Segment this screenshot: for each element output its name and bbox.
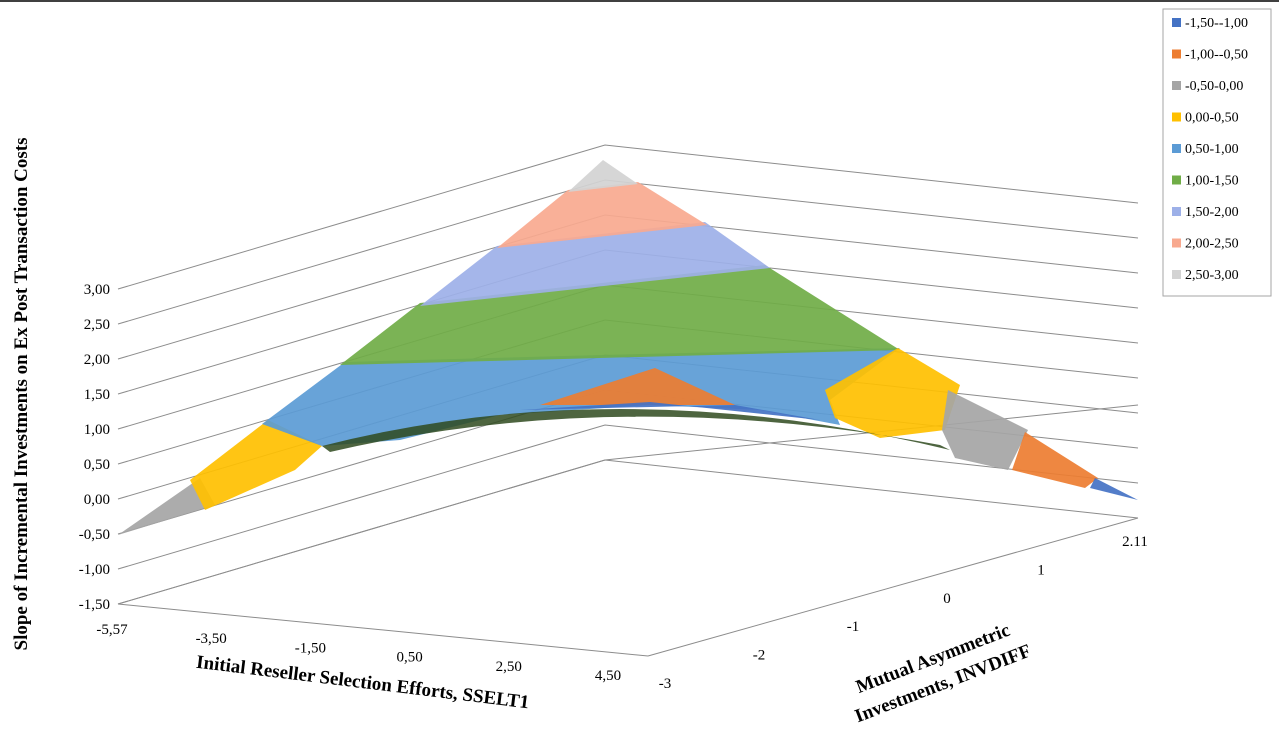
x-tick-label: -1,50 (295, 640, 326, 656)
surface-plot (118, 160, 1138, 535)
surface-band (825, 348, 960, 438)
legend-swatch (1172, 49, 1181, 59)
z-tick-label: -1 (847, 619, 860, 635)
legend-label: 0,50-1,00 (1185, 142, 1239, 157)
surface-band (1090, 478, 1138, 500)
y-tick-label: -1,00 (79, 562, 110, 578)
z-tick-label: -3 (659, 676, 672, 692)
surface-band (190, 420, 322, 510)
surface-band (540, 368, 735, 405)
x-axis-line (117, 603, 649, 657)
y-axis-title: Slope of Incremental Investments on Ex P… (11, 137, 32, 650)
legend-label: -0,50-0,00 (1185, 79, 1243, 94)
legend-swatch (1172, 18, 1181, 27)
legend-swatch (1172, 175, 1181, 185)
surface-underside (322, 408, 950, 452)
legend-swatch (1172, 238, 1181, 248)
x-tick-label: 0,50 (396, 650, 422, 666)
legend-label: -1,50--1,00 (1185, 16, 1248, 31)
legend-label: 2,50-3,00 (1185, 268, 1239, 283)
gridline (117, 144, 1139, 290)
z-tick-label: 1 (1037, 562, 1045, 578)
legend-label: 1,00-1,50 (1185, 174, 1239, 189)
legend-swatch (1172, 144, 1181, 153)
x-tick-label: 4,50 (595, 668, 621, 684)
x-tick-label: 2,50 (496, 659, 522, 675)
surface-band (1012, 432, 1098, 488)
x-tick-label: -5,57 (96, 622, 128, 638)
y-tick-label: 0,00 (84, 492, 110, 508)
legend-label: 0,00-0,50 (1185, 111, 1239, 126)
y-tick-label: 2,50 (84, 317, 110, 333)
y-tick-label: 0,50 (84, 457, 110, 473)
y-axis-ticks: -1,50 -1,00 -0,50 0,00 0,50 1,00 1,50 2,00 2,50 3… (79, 282, 110, 613)
legend: -1,50--1,00 -1,00--0,50 -0,50-0,00 0,00-0,5… (1162, 8, 1272, 297)
y-tick-label: 2,00 (84, 352, 110, 368)
z-axis-line (647, 517, 1139, 657)
legend-swatch (1172, 112, 1181, 122)
surface-band (340, 265, 900, 365)
surface-band (942, 390, 1028, 470)
legend-swatch (1172, 270, 1181, 279)
y-tick-label: 1,00 (84, 422, 110, 438)
legend-swatch (1172, 81, 1181, 90)
surface-band (497, 182, 707, 248)
gridline (117, 459, 1139, 605)
z-axis-ticks: -3 -2 -1 0 1 2.11 (659, 534, 1148, 692)
y-tick-label: 1,50 (84, 387, 110, 403)
z-tick-label: 0 (943, 591, 951, 607)
surface-band (568, 160, 638, 192)
z-tick-label: -2 (753, 648, 766, 664)
x-axis-ticks: -5,57 -3,50 -1,50 0,50 2,50 4,50 (96, 622, 621, 684)
surface-band (520, 402, 820, 420)
y-tick-label: -1,50 (79, 597, 110, 613)
surface-band (118, 478, 215, 535)
x-axis-title: Initial Reseller Selection Efforts, SSEL… (195, 652, 530, 714)
legend-label: 1,50-2,00 (1185, 205, 1239, 220)
legend-label: -1,00--0,50 (1185, 48, 1248, 63)
y-tick-label: 3,00 (84, 282, 110, 298)
legend-swatch (1172, 207, 1181, 216)
surface-band (420, 222, 770, 306)
gridline (117, 424, 1139, 570)
x-tick-label: -3,50 (196, 631, 227, 647)
legend-label: 2,00-2,50 (1185, 237, 1239, 252)
floor-edge (117, 459, 606, 605)
z-tick-label: 2.11 (1122, 534, 1148, 550)
y-tick-label: -0,50 (79, 527, 110, 543)
